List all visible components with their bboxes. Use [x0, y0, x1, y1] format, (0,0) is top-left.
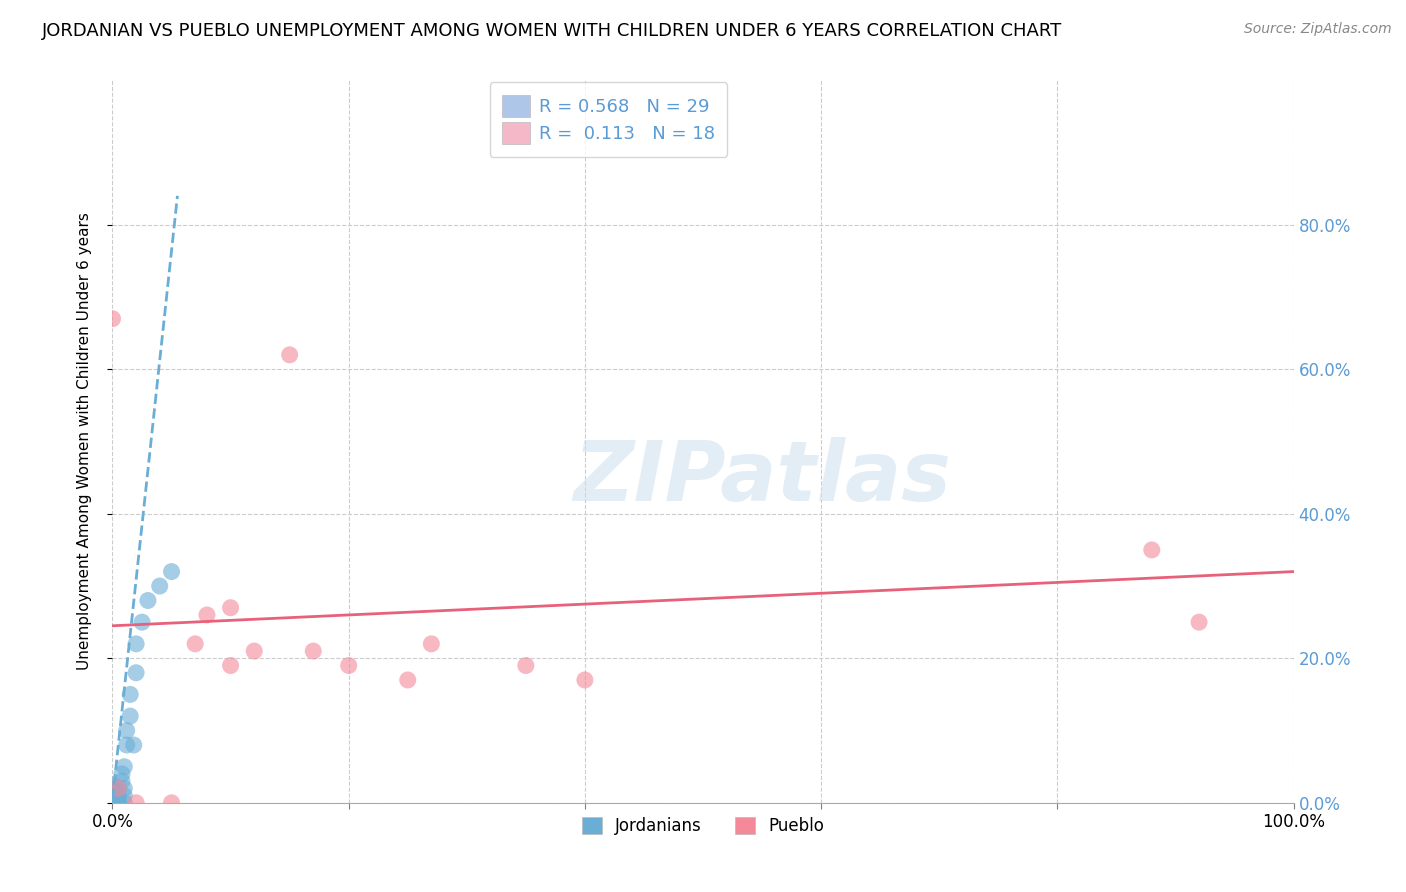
Point [149, 579, 172, 593]
Point [160, 565, 183, 579]
Point [195, 607, 218, 622]
Point [107, 781, 129, 796]
Text: ZIPatlas: ZIPatlas [574, 437, 950, 518]
Point [278, 348, 301, 362]
Point [1188, 615, 1211, 630]
Point [420, 637, 443, 651]
Point [115, 723, 138, 738]
Point [337, 658, 360, 673]
Point [219, 658, 242, 673]
Point [101, 796, 124, 810]
Point [107, 789, 129, 803]
Text: Source: ZipAtlas.com: Source: ZipAtlas.com [1244, 22, 1392, 37]
Point [101, 311, 124, 326]
Point [107, 796, 129, 810]
Point [111, 767, 134, 781]
Point [131, 615, 153, 630]
Point [120, 709, 142, 723]
Point [112, 781, 135, 796]
Point [111, 774, 134, 789]
Text: JORDANIAN VS PUEBLO UNEMPLOYMENT AMONG WOMEN WITH CHILDREN UNDER 6 YEARS CORRELA: JORDANIAN VS PUEBLO UNEMPLOYMENT AMONG W… [42, 22, 1063, 40]
Point [101, 789, 124, 803]
Point [120, 687, 142, 701]
Point [104, 792, 127, 806]
Point [112, 796, 135, 810]
Point [107, 792, 129, 806]
Legend: Jordanians, Pueblo: Jordanians, Pueblo [575, 810, 831, 841]
Point [105, 789, 128, 803]
Point [101, 785, 124, 799]
Point [125, 637, 148, 651]
Point [302, 644, 325, 658]
Point [107, 781, 129, 796]
Point [112, 789, 135, 803]
Point [515, 658, 537, 673]
Point [122, 738, 145, 752]
Point [104, 796, 127, 810]
Point [136, 593, 159, 607]
Point [115, 738, 138, 752]
Point [101, 781, 124, 796]
Point [184, 637, 207, 651]
Point [219, 600, 242, 615]
Point [125, 665, 148, 680]
Y-axis label: Unemployment Among Women with Children Under 6 years: Unemployment Among Women with Children U… [77, 212, 91, 671]
Point [101, 778, 124, 792]
Point [160, 796, 183, 810]
Point [112, 760, 135, 774]
Point [574, 673, 596, 687]
Point [125, 796, 148, 810]
Point [1140, 542, 1163, 557]
Point [396, 673, 419, 687]
Point [243, 644, 266, 658]
